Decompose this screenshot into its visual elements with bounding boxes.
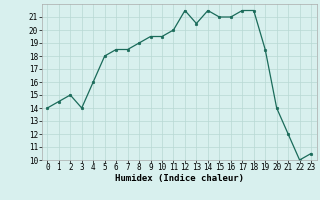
X-axis label: Humidex (Indice chaleur): Humidex (Indice chaleur) [115,174,244,183]
